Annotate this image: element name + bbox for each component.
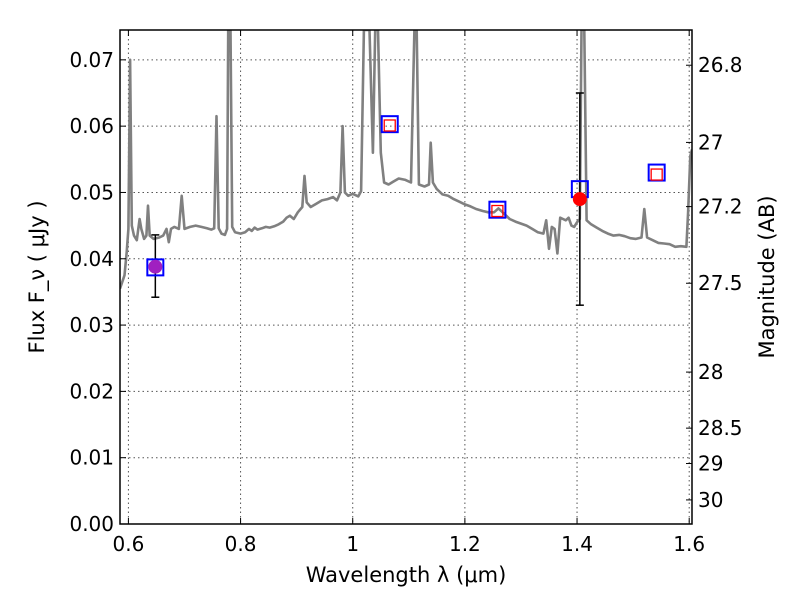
spectrum-line (120, 30, 692, 290)
y2-tick-labels: 26.8 27 27.2 27.5 28 28.5 29 30 (698, 53, 743, 512)
y2-tick-label: 28.5 (698, 416, 743, 440)
spectrum-series (120, 30, 692, 290)
y-tick-label: 0.07 (69, 48, 114, 72)
y-tick-label: 0.00 (69, 512, 114, 536)
y-tick-label: 0.03 (69, 313, 114, 337)
y2-tick-label: 29 (698, 452, 723, 476)
model-point-square (488, 200, 507, 219)
y2-tick-label: 28 (698, 360, 723, 384)
x-tick-label: 1.6 (673, 532, 705, 556)
x-tick-label: 1.4 (561, 532, 593, 556)
y2-tick-label: 27 (698, 130, 723, 154)
model-point-square (380, 115, 399, 134)
x-tick-label: 1 (346, 532, 359, 556)
x-tick-label: 0.8 (225, 532, 257, 556)
y-tick-label: 0.06 (69, 114, 114, 138)
y-tick-labels: 0.00 0.01 0.02 0.03 0.04 0.05 0.06 0.07 (69, 48, 114, 536)
y-tick-label: 0.05 (69, 180, 114, 204)
data-points (146, 92, 666, 306)
x-tick-labels: 0.6 0.8 1 1.2 1.4 1.6 (113, 532, 706, 556)
plot-frame (119, 29, 693, 525)
model-point-inner-square (383, 119, 396, 132)
y2-tick-label: 27.2 (698, 195, 743, 219)
observed-point (572, 192, 587, 207)
x-axis-label: Wavelength λ (μm) (306, 563, 507, 587)
model-point-inner-square (650, 168, 663, 181)
grid (120, 30, 692, 525)
x-tick-label: 1.2 (449, 532, 481, 556)
y-tick-label: 0.04 (69, 247, 114, 271)
model-point-square (146, 258, 165, 277)
observed-point (148, 259, 163, 274)
y-axis-label: Flux F_ν ( μJy ) (25, 200, 50, 353)
ticks (120, 30, 692, 525)
y2-axis-label: Magnitude (AB) (755, 195, 779, 358)
y-tick-label: 0.01 (69, 446, 114, 470)
y-tick-label: 0.02 (69, 379, 114, 403)
y2-tick-label: 30 (698, 488, 723, 512)
model-point-inner-square (491, 204, 504, 218)
y2-tick-label: 26.8 (698, 53, 743, 77)
x-tick-label: 0.6 (113, 532, 145, 556)
y2-tick-label: 27.5 (698, 271, 743, 295)
